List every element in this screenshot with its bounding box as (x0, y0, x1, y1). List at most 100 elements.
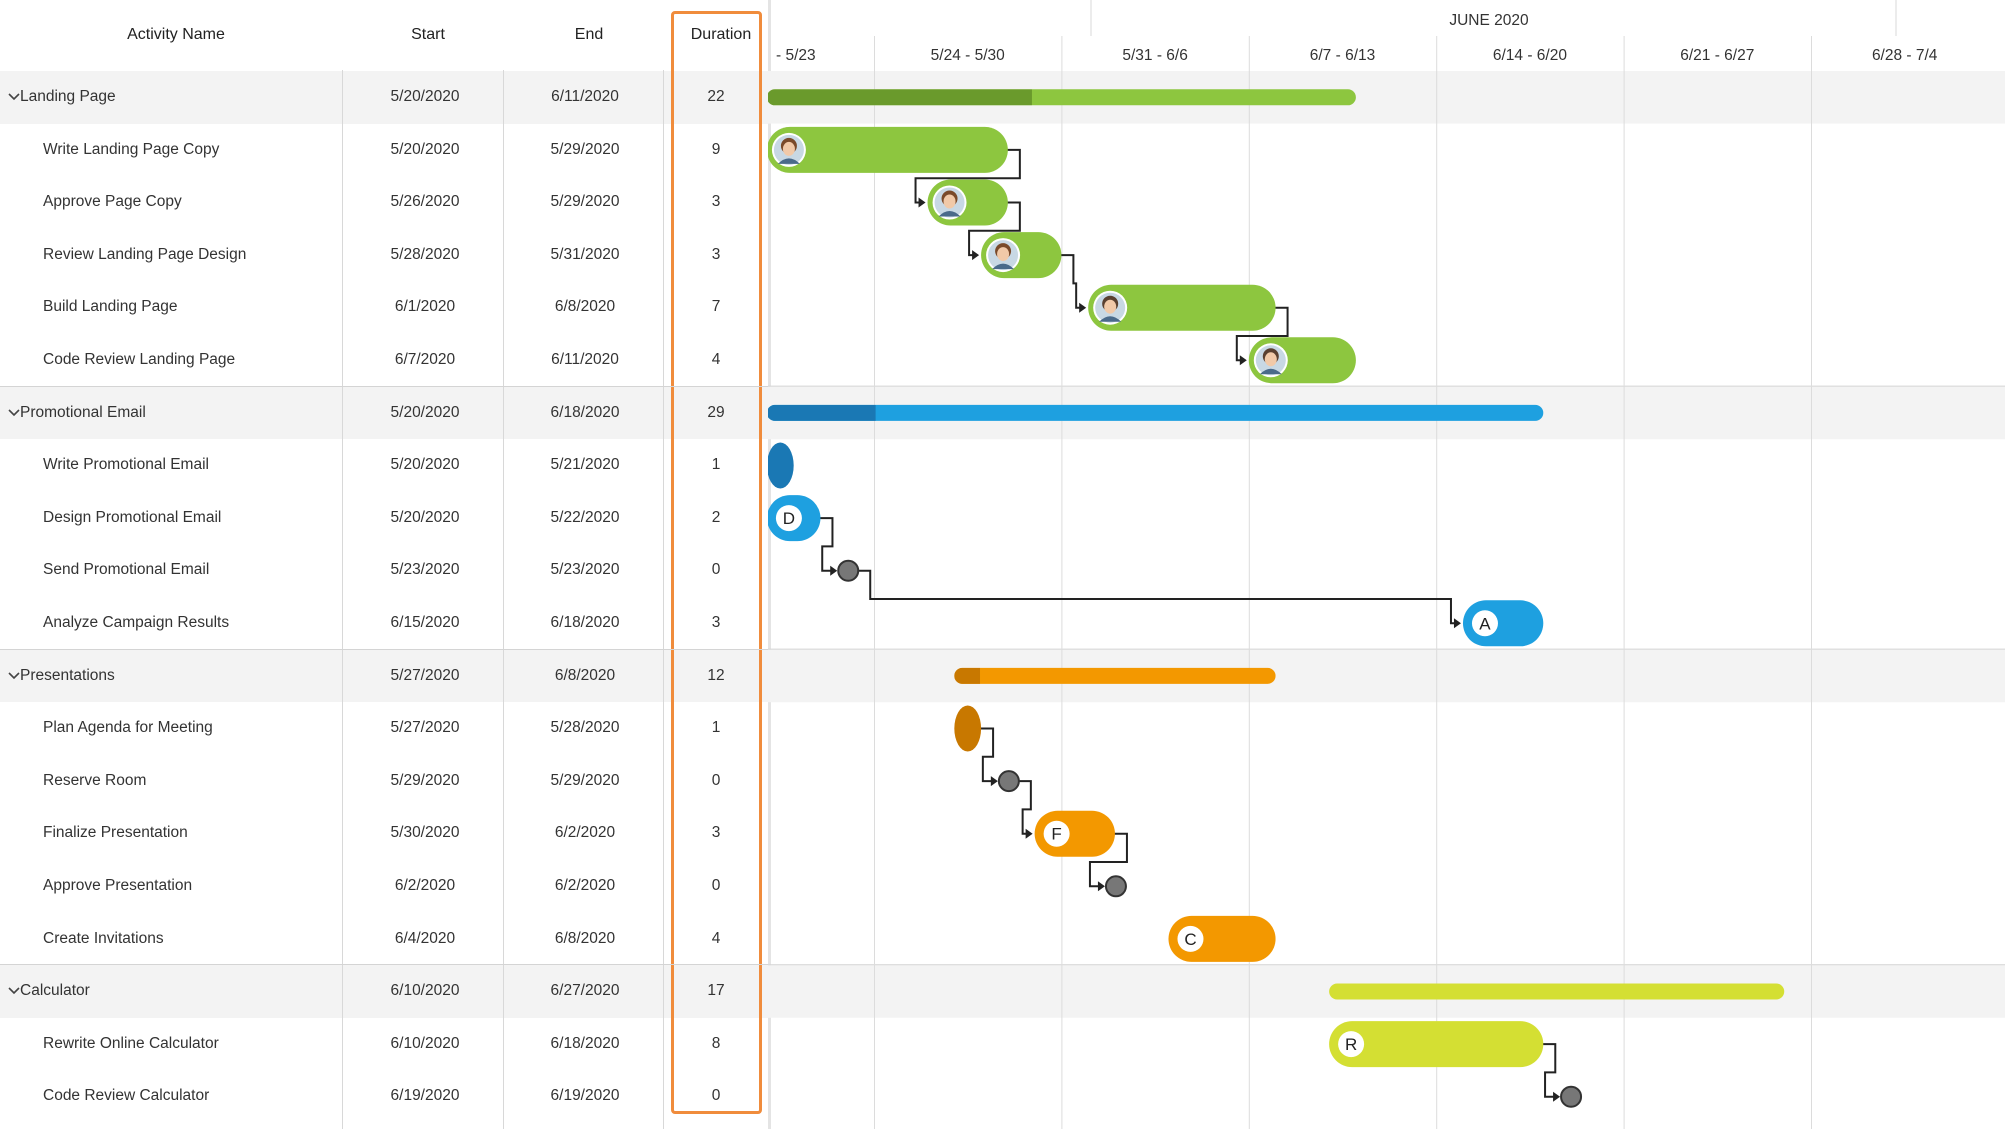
summary-bar[interactable] (1329, 983, 1785, 1000)
assignee-initial: R (1345, 1035, 1357, 1054)
activity-name: Plan Agenda for Meeting (43, 719, 213, 737)
chevron-down-icon[interactable] (7, 406, 21, 420)
task-row[interactable]: Write Promotional Email 5/20/2020 5/21/202… (0, 439, 768, 492)
task-row[interactable]: Send Promotional Email 5/23/2020 5/23/2020… (0, 544, 768, 597)
task-bar[interactable]: C (1168, 915, 1276, 962)
task-row[interactable]: Code Review Calculator 6/19/2020 6/19/2020… (0, 1070, 768, 1123)
summary-bar[interactable] (768, 89, 1356, 106)
duration-value: 4 (711, 351, 721, 368)
start-date: 5/28/2020 (390, 245, 460, 263)
activity-name: Code Review Calculator (43, 1087, 210, 1105)
dependency-line (1541, 1043, 1557, 1098)
dependency-arrow-icon (918, 197, 926, 208)
task-bar[interactable]: F (1034, 810, 1115, 857)
task-row[interactable]: Code Review Landing Page 6/7/2020 6/11/202… (0, 334, 768, 387)
task-row[interactable]: Design Promotional Email 5/20/2020 5/22/20… (0, 492, 768, 545)
activity-name: Write Promotional Email (43, 456, 209, 474)
group-row[interactable]: Calculator 6/10/2020 6/27/2020 17 (0, 965, 768, 1018)
task-bar[interactable] (768, 126, 1008, 173)
pane-splitter[interactable] (768, 0, 771, 1129)
milestone-circle (997, 770, 1020, 793)
week-label: 6/7 - 6/13 (1310, 47, 1376, 64)
assignee-badge (775, 505, 802, 532)
gantt-chart: JUNE 2020 - 5/23 5/24 - 5/30 5/31 - 6/6 6/7 … (768, 0, 2005, 1129)
duration-value: 3 (711, 824, 721, 842)
summary-bar[interactable] (768, 404, 1544, 421)
assignee-initial: D (783, 509, 795, 528)
column-header-start[interactable]: Start (411, 26, 445, 43)
milestone-marker[interactable] (837, 559, 860, 582)
week-label: 6/14 - 6/20 (1493, 47, 1567, 64)
dependency-line (1059, 254, 1081, 309)
duration-value: 0 (711, 877, 721, 894)
task-bar[interactable]: A (1462, 600, 1544, 647)
start-date: 6/10/2020 (390, 982, 460, 1000)
dependency-arrow-icon (1097, 881, 1105, 892)
start-date: 5/23/2020 (390, 561, 460, 579)
group-separator (0, 648, 768, 650)
end-date: 6/8/2020 (554, 929, 616, 947)
task-row[interactable]: Finalize Presentation 5/30/2020 6/2/2020 3 (0, 807, 768, 860)
task-row[interactable]: Create Invitations 6/4/2020 6/8/2020 4 (0, 913, 768, 966)
milestone-circle (1104, 875, 1127, 898)
task-row[interactable]: Build Landing Page 6/1/2020 6/8/2020 7 (0, 281, 768, 334)
dependency-line (968, 201, 1021, 257)
duration-value: 4 (711, 929, 721, 947)
dependency-line (818, 517, 834, 572)
duration-value: 2 (711, 508, 721, 526)
task-row[interactable]: Approve Page Copy 5/26/2020 5/29/2020 3 (0, 176, 768, 229)
group-row[interactable]: Landing Page 5/20/2020 6/11/2020 22 (0, 71, 768, 124)
end-date: 5/29/2020 (550, 140, 620, 158)
task-bar[interactable] (927, 179, 1008, 226)
milestone-marker[interactable] (1104, 875, 1127, 898)
task-bar[interactable] (768, 442, 794, 489)
task-bar[interactable] (981, 232, 1062, 279)
task-row[interactable]: Analyze Campaign Results 6/15/2020 6/18/20… (0, 597, 768, 650)
assignee-initial: A (1479, 614, 1491, 633)
gantt-canvas: JUNE 2020 - 5/23 5/24 - 5/30 5/31 - 6/6 6/7 … (768, 0, 2005, 1129)
summary-bar[interactable] (954, 667, 1276, 684)
task-row[interactable]: Approve Presentation 6/2/2020 6/2/2020 0 (0, 860, 768, 913)
group-row[interactable]: Presentations 5/27/2020 6/8/2020 12 (0, 649, 768, 703)
start-date: 5/30/2020 (390, 824, 460, 842)
task-row[interactable]: Rewrite Online Calculator 6/10/2020 6/18/2… (0, 1018, 768, 1071)
task-row[interactable]: Plan Agenda for Meeting 5/27/2020 5/28/202… (0, 702, 768, 755)
activity-name: Promotional Email (20, 403, 146, 421)
task-row[interactable]: Reserve Room 5/29/2020 5/29/2020 0 (0, 755, 768, 808)
activity-name: Review Landing Page Design (43, 245, 247, 263)
task-bar[interactable]: R (1329, 1021, 1544, 1068)
milestone-marker[interactable] (997, 770, 1020, 793)
chevron-down-icon[interactable] (7, 669, 21, 683)
end-date: 6/27/2020 (550, 982, 620, 1000)
group-row[interactable]: Promotional Email 5/20/2020 6/18/2020 29 (0, 386, 768, 440)
dependency-arrow-icon (1453, 618, 1461, 629)
end-date: 6/19/2020 (550, 1087, 620, 1105)
task-bar[interactable] (1088, 284, 1276, 331)
task-bar[interactable] (954, 705, 982, 752)
chevron-down-icon[interactable] (7, 90, 21, 104)
woman-avatar-icon (932, 185, 967, 220)
activity-name: Design Promotional Email (43, 508, 222, 526)
dependency-arrow-icon (1079, 302, 1087, 313)
milestone-marker[interactable] (1560, 1085, 1583, 1108)
chevron-down-icon[interactable] (7, 984, 21, 998)
task-row[interactable]: Write Landing Page Copy 5/20/2020 5/29/202… (0, 124, 768, 177)
activity-name: Analyze Campaign Results (43, 614, 230, 631)
task-bar[interactable] (1248, 337, 1356, 384)
week-label: - 5/23 (776, 47, 816, 64)
task-row[interactable]: Review Landing Page Design 5/28/2020 5/31/… (0, 229, 768, 282)
activity-name: Build Landing Page (43, 298, 178, 316)
task-bar[interactable]: D (768, 495, 821, 542)
column-header-end[interactable]: End (574, 26, 604, 43)
duration-value: 12 (707, 666, 725, 684)
activity-name: Rewrite Online Calculator (43, 1034, 219, 1052)
duration-value: 0 (711, 1087, 721, 1105)
column-header-duration[interactable]: Duration (690, 26, 752, 43)
start-date: 6/2/2020 (394, 877, 456, 894)
start-date: 6/10/2020 (390, 1034, 460, 1052)
column-header-activity-name[interactable]: Activity Name (127, 26, 225, 43)
duration-value: 0 (711, 771, 721, 789)
group-row-band (768, 649, 2005, 703)
duration-value: 9 (711, 140, 721, 158)
start-date: 6/19/2020 (390, 1087, 460, 1105)
